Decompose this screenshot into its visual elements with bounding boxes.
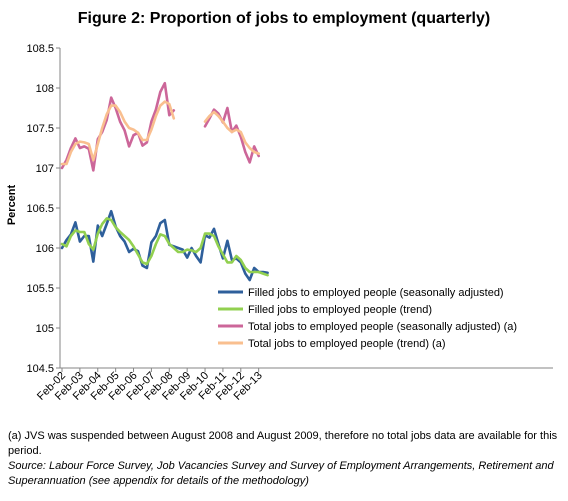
plot-area: 104.5105105.5106106.5107107.5108108.5Feb… [26, 43, 553, 403]
footnote-a: (a) JVS was suspended between August 200… [8, 430, 558, 457]
chart-title: Figure 2: Proportion of jobs to employme… [77, 10, 491, 27]
y-tick-label: 104.5 [26, 363, 54, 375]
series-line-4 [203, 110, 260, 155]
legend-label: Filled jobs to employed people (seasonal… [248, 287, 504, 299]
line-chart: 104.5105105.5106106.5107107.5108108.5Feb… [6, 43, 553, 403]
source-note: Source: Labour Force Survey, Job Vacanci… [8, 460, 554, 487]
series-line-4 [60, 100, 176, 166]
series-line-3 [60, 81, 176, 172]
y-tick-label: 106.5 [26, 203, 54, 215]
legend-label: Filled jobs to employed people (trend) [248, 304, 432, 316]
y-tick-label: 105.5 [26, 283, 54, 295]
legend-label: Total jobs to employed people (trend) (a… [248, 338, 446, 350]
legend-label: Total jobs to employed people (seasonall… [248, 321, 517, 333]
y-tick-label: 107.5 [26, 123, 54, 135]
chart-notes: (a) JVS was suspended between August 200… [8, 429, 564, 489]
y-tick-label: 108.5 [26, 43, 54, 55]
series-line-2 [60, 217, 269, 277]
series-line-1 [60, 209, 269, 282]
series-line-3 [203, 106, 260, 164]
y-tick-label: 107 [36, 163, 54, 175]
y-tick-label: 108 [36, 83, 54, 95]
y-tick-label: 106 [36, 243, 54, 255]
y-axis-title: Percent [6, 184, 18, 225]
y-tick-label: 105 [36, 323, 54, 335]
